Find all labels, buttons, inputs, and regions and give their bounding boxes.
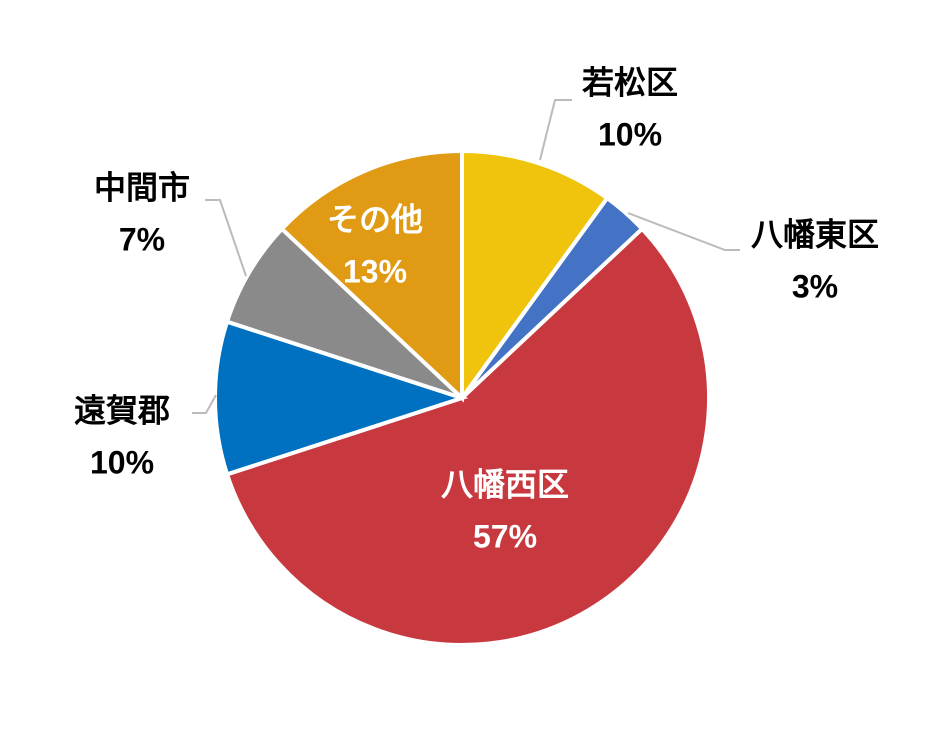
pie-slice bbox=[224, 226, 464, 400]
leader-line bbox=[205, 199, 247, 277]
value-label: 3% bbox=[792, 268, 838, 304]
slice-label: 八幡東区 bbox=[751, 216, 879, 252]
slice-label: 中間市 bbox=[94, 169, 190, 205]
value-label: 10% bbox=[598, 116, 662, 152]
leader-line bbox=[539, 99, 572, 161]
value-label: 13% bbox=[343, 253, 407, 289]
value-label: 10% bbox=[90, 444, 154, 480]
pie-slice bbox=[460, 148, 610, 405]
leader-line bbox=[627, 212, 740, 251]
value-label: 7% bbox=[119, 221, 165, 257]
pie-slice bbox=[224, 226, 711, 647]
slice-label: 若松区 bbox=[582, 64, 678, 100]
pie-slice bbox=[279, 148, 464, 403]
value-label: 57% bbox=[473, 518, 537, 554]
slice-label: 八幡西区 bbox=[441, 466, 569, 502]
leader-line bbox=[192, 394, 217, 414]
slice-label: 遠賀郡 bbox=[74, 392, 170, 428]
slice-label: その他 bbox=[327, 201, 423, 237]
